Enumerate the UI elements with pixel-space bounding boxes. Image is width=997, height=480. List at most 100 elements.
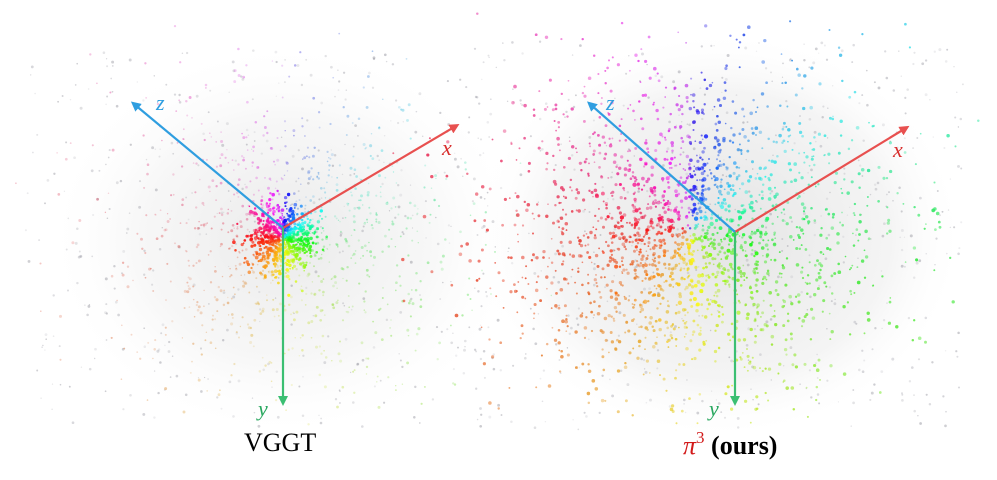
cloud-point [725, 175, 728, 178]
cloud-point [803, 59, 806, 62]
cloud-point [284, 229, 286, 232]
cloud-point [696, 191, 699, 195]
cloud-point [91, 144, 94, 147]
cloud-point [344, 337, 348, 341]
cloud-point [534, 33, 538, 37]
cloud-point [574, 330, 578, 334]
cloud-point [340, 267, 344, 270]
cloud-point [208, 303, 210, 305]
cloud-point [645, 139, 648, 142]
cloud-point [417, 241, 420, 244]
cloud-point [700, 45, 703, 48]
cloud-point [361, 204, 364, 206]
cloud-point [321, 218, 323, 220]
cloud-point [831, 212, 836, 216]
cloud-point [220, 140, 224, 143]
cloud-point [612, 319, 616, 322]
cloud-point [583, 94, 587, 98]
cloud-point [233, 69, 237, 73]
cloud-point [125, 232, 128, 234]
cloud-point [254, 302, 257, 305]
cloud-point [259, 320, 261, 323]
cloud-point [936, 190, 939, 192]
cloud-point [628, 295, 631, 297]
cloud-point [949, 226, 951, 229]
cloud-point [526, 203, 531, 207]
cloud-point [401, 365, 404, 369]
cloud-point [636, 260, 639, 263]
cloud-point [608, 351, 610, 354]
cloud-point [277, 209, 281, 212]
cloud-point [424, 164, 427, 167]
cloud-point [499, 369, 503, 372]
cloud-point [209, 341, 213, 345]
cloud-point [803, 161, 806, 164]
cloud-point [220, 407, 223, 410]
cloud-point [724, 202, 727, 206]
cloud-point [622, 104, 625, 107]
cloud-point [375, 220, 378, 223]
cloud-point [584, 230, 586, 233]
cloud-point [214, 266, 216, 268]
cloud-point [301, 349, 304, 352]
cloud-point [530, 259, 534, 262]
cloud-point [390, 120, 392, 122]
cloud-point [763, 38, 767, 43]
cloud-point [366, 273, 369, 277]
cloud-point [439, 111, 442, 115]
cloud-point [698, 140, 702, 145]
cloud-point [464, 346, 466, 348]
cloud-point [188, 306, 191, 308]
cloud-point [338, 389, 341, 392]
cloud-point [465, 86, 468, 89]
cloud-point [789, 58, 792, 60]
cloud-point [335, 301, 339, 305]
cloud-point [912, 62, 915, 66]
cloud-point [782, 324, 786, 328]
cloud-point [570, 154, 574, 157]
cloud-point [868, 121, 870, 124]
cloud-point [568, 136, 571, 138]
cloud-point [122, 408, 125, 411]
cloud-point [215, 298, 219, 302]
cloud-point [869, 398, 872, 401]
cloud-point [559, 287, 564, 292]
cloud-point [301, 244, 304, 247]
cloud-point [863, 359, 866, 362]
cloud-point [407, 103, 411, 107]
cloud-point [165, 299, 167, 301]
cloud-point [394, 289, 397, 292]
cloud-point [901, 399, 904, 402]
cloud-point [222, 303, 226, 307]
cloud-point [474, 287, 476, 289]
cloud-point [728, 174, 732, 178]
cloud-point [614, 347, 618, 351]
cloud-point [274, 230, 278, 234]
cloud-point [290, 284, 293, 288]
cloud-point [203, 289, 205, 292]
cloud-point [245, 185, 248, 189]
cloud-point [311, 232, 314, 234]
cloud-point [774, 134, 777, 137]
cloud-point [291, 203, 293, 206]
cloud-point [328, 243, 331, 246]
cloud-point [227, 314, 230, 316]
cloud-point [236, 256, 239, 259]
cloud-point [614, 97, 616, 100]
cloud-point [395, 281, 398, 285]
cloud-point [301, 249, 305, 252]
cloud-point [261, 212, 265, 216]
cloud-point [637, 187, 641, 190]
cloud-point [206, 390, 209, 392]
cloud-point [367, 357, 370, 360]
cloud-point [656, 367, 659, 370]
cloud-point [213, 215, 216, 218]
cloud-point [164, 333, 167, 336]
cloud-point [816, 259, 819, 263]
cloud-point [825, 58, 829, 61]
cloud-point [764, 243, 769, 247]
cloud-point [881, 327, 883, 330]
cloud-point [262, 265, 266, 269]
cloud-point [318, 373, 322, 377]
cloud-point [61, 95, 64, 97]
